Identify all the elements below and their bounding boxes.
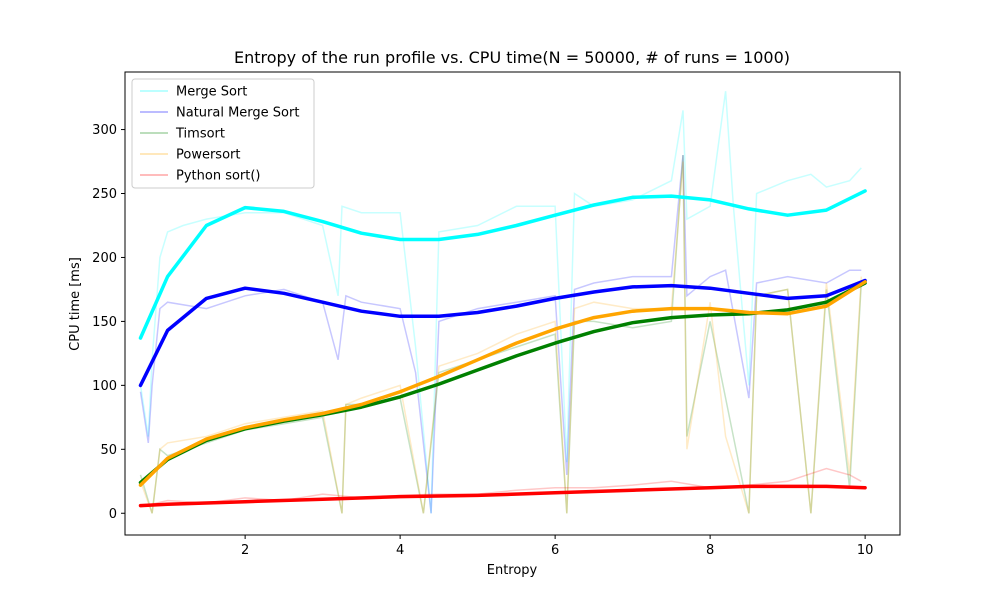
- legend-label: Timsort: [175, 127, 225, 142]
- raw-series-python-sort: [140, 467, 862, 508]
- x-tick-label: 10: [857, 543, 874, 558]
- legend: Merge Sort Natural Merge Sort Timsort Power…: [131, 78, 315, 189]
- plot-area: [138, 91, 867, 514]
- y-tick-label: 50: [100, 443, 117, 458]
- y-tick-label: 200: [92, 251, 117, 266]
- chart-title: Entropy of the run profile vs. CPU time(…: [234, 48, 790, 67]
- y-axis-label: CPU time [ms]: [68, 257, 83, 351]
- trend-curve-python-sort: [138, 484, 867, 508]
- x-axis-label: Entropy: [487, 563, 538, 578]
- x-tick-label: 4: [396, 543, 404, 558]
- legend-label: Natural Merge Sort: [176, 106, 299, 121]
- legend-label: Merge Sort: [176, 85, 247, 100]
- y-axis: 0 50 100 150 200 250 300: [92, 123, 125, 522]
- trend-curve-powersort: [138, 280, 867, 487]
- x-tick-label: 8: [706, 543, 714, 558]
- raw-series-merge-sort: [139, 91, 862, 514]
- raw-series-natural-merge-sort: [139, 155, 862, 514]
- legend-box: [131, 78, 315, 189]
- plot-frame: [124, 71, 901, 536]
- y-tick-label: 250: [92, 187, 117, 202]
- trend-curve-merge-sort: [138, 189, 867, 340]
- x-tick-label: 2: [241, 543, 249, 558]
- y-tick-label: 300: [92, 123, 117, 138]
- trend-curve-natural-merge-sort: [138, 278, 867, 388]
- y-tick-label: 0: [109, 507, 117, 522]
- legend-label: Powersort: [176, 148, 240, 163]
- x-tick-label: 6: [551, 543, 559, 558]
- y-tick-label: 100: [92, 379, 117, 394]
- y-tick-label: 150: [92, 315, 117, 330]
- x-axis: 2 4 6 8 10: [241, 535, 873, 558]
- legend-label: Python sort(): [176, 169, 261, 184]
- raw-series-powersort: [139, 161, 863, 514]
